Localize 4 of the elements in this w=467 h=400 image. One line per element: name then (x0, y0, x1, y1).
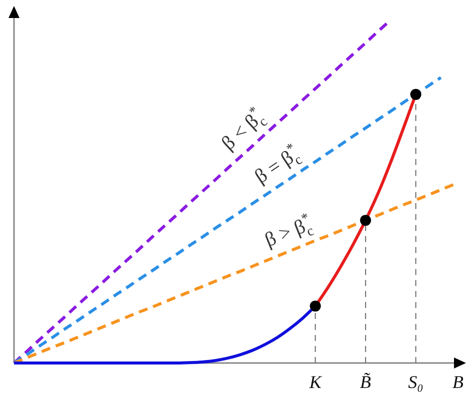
x-tick-label: K (308, 372, 322, 392)
x-tick-label: S₀ (408, 372, 424, 392)
x-tick-label: B̃ (360, 372, 372, 392)
x-axis-title: B (452, 372, 464, 392)
